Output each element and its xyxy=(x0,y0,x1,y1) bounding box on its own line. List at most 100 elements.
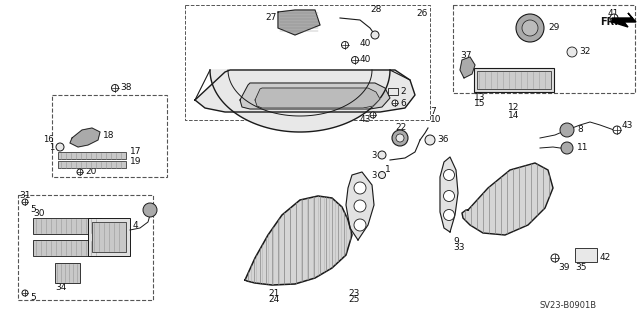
Text: 6: 6 xyxy=(400,99,406,108)
Circle shape xyxy=(522,20,538,36)
Text: 15: 15 xyxy=(474,100,486,108)
Circle shape xyxy=(392,130,408,146)
Circle shape xyxy=(561,142,573,154)
Bar xyxy=(88,218,130,256)
Text: 37: 37 xyxy=(460,50,472,60)
Text: 2: 2 xyxy=(400,86,406,95)
Bar xyxy=(33,240,101,256)
Circle shape xyxy=(143,203,157,217)
Text: 4: 4 xyxy=(133,220,139,229)
Text: 22: 22 xyxy=(395,123,406,132)
Text: 1: 1 xyxy=(385,166,391,174)
Text: 40: 40 xyxy=(360,56,371,64)
Text: 41: 41 xyxy=(608,9,620,18)
Bar xyxy=(33,218,101,234)
Text: 12: 12 xyxy=(508,103,520,113)
Polygon shape xyxy=(70,128,100,147)
Text: 29: 29 xyxy=(548,24,559,33)
Circle shape xyxy=(444,210,454,220)
Bar xyxy=(575,248,597,262)
Polygon shape xyxy=(210,70,390,132)
Text: 10: 10 xyxy=(430,115,442,124)
Circle shape xyxy=(444,169,454,181)
Polygon shape xyxy=(195,70,415,112)
Polygon shape xyxy=(245,196,352,285)
Text: 27: 27 xyxy=(265,13,276,23)
Text: 36: 36 xyxy=(437,136,449,145)
Circle shape xyxy=(22,290,28,296)
Text: 33: 33 xyxy=(453,243,465,253)
Circle shape xyxy=(351,56,358,63)
Text: 32: 32 xyxy=(579,48,590,56)
Circle shape xyxy=(392,100,398,106)
Polygon shape xyxy=(255,88,380,108)
Circle shape xyxy=(370,112,376,118)
Circle shape xyxy=(378,151,386,159)
Text: 5: 5 xyxy=(30,204,36,213)
Text: 43: 43 xyxy=(360,115,371,124)
Text: 39: 39 xyxy=(558,263,570,272)
Bar xyxy=(55,263,80,283)
Text: 19: 19 xyxy=(130,157,141,166)
Polygon shape xyxy=(440,157,458,232)
Circle shape xyxy=(613,126,621,134)
Bar xyxy=(58,161,126,168)
Circle shape xyxy=(111,85,118,92)
Text: 35: 35 xyxy=(575,263,586,271)
Text: 3: 3 xyxy=(372,170,377,180)
Circle shape xyxy=(354,219,366,231)
Text: 9: 9 xyxy=(453,236,459,246)
Text: 20: 20 xyxy=(85,167,97,176)
Bar xyxy=(474,68,554,92)
Polygon shape xyxy=(346,172,374,240)
Text: 38: 38 xyxy=(120,84,131,93)
Circle shape xyxy=(354,182,366,194)
Bar xyxy=(92,222,126,252)
Circle shape xyxy=(342,41,349,48)
Text: 42: 42 xyxy=(600,254,611,263)
Text: 8: 8 xyxy=(577,125,583,135)
Text: 24: 24 xyxy=(268,295,279,305)
Text: SV23-B0901B: SV23-B0901B xyxy=(540,301,597,310)
Circle shape xyxy=(516,14,544,42)
Text: 26: 26 xyxy=(416,9,428,18)
Circle shape xyxy=(425,135,435,145)
Text: FR.: FR. xyxy=(600,17,618,27)
Circle shape xyxy=(77,169,83,175)
Text: 23: 23 xyxy=(348,288,360,298)
Text: 31: 31 xyxy=(19,190,31,199)
Text: 13: 13 xyxy=(474,93,486,102)
Circle shape xyxy=(610,14,618,22)
Text: 7: 7 xyxy=(430,108,436,116)
Polygon shape xyxy=(612,13,636,27)
Bar xyxy=(58,152,126,159)
Text: 34: 34 xyxy=(55,283,67,292)
Text: 40: 40 xyxy=(360,39,371,48)
Polygon shape xyxy=(240,83,390,109)
Bar xyxy=(388,88,398,95)
Text: 21: 21 xyxy=(268,288,280,298)
Text: 1: 1 xyxy=(49,143,54,152)
Circle shape xyxy=(56,143,64,151)
Text: 5: 5 xyxy=(30,293,36,302)
Text: 3: 3 xyxy=(372,151,377,160)
Text: 18: 18 xyxy=(103,130,115,139)
Text: 30: 30 xyxy=(33,209,45,218)
Circle shape xyxy=(551,254,559,262)
Circle shape xyxy=(22,199,28,205)
Circle shape xyxy=(354,200,366,212)
Circle shape xyxy=(560,123,574,137)
Text: 11: 11 xyxy=(577,144,589,152)
Text: 43: 43 xyxy=(622,121,634,130)
Circle shape xyxy=(396,134,404,142)
Text: 16: 16 xyxy=(44,136,54,145)
Circle shape xyxy=(378,172,385,179)
Text: 25: 25 xyxy=(348,295,360,305)
Text: 14: 14 xyxy=(508,112,520,121)
Bar xyxy=(477,71,551,89)
Text: 28: 28 xyxy=(370,5,381,14)
Circle shape xyxy=(371,31,379,39)
Polygon shape xyxy=(278,10,320,35)
Circle shape xyxy=(444,190,454,202)
Text: 17: 17 xyxy=(130,147,141,157)
